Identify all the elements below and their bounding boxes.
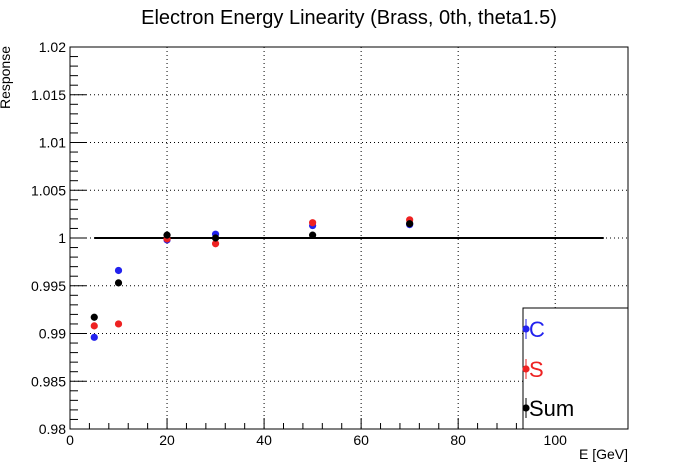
y-axis-label: Response xyxy=(0,46,13,109)
point-c-0 xyxy=(90,333,98,341)
legend-item-c: C xyxy=(522,317,545,342)
y-tick-label-4: 1 xyxy=(58,230,66,246)
legend-marker-c xyxy=(522,325,530,333)
x-tick-labels: 0 20 40 60 80 100 xyxy=(66,432,567,448)
x-axis-label: E [GeV] xyxy=(579,446,628,462)
y-tick-label-5: 1.005 xyxy=(31,182,66,198)
x-tick-label-4: 80 xyxy=(450,432,466,448)
legend-label-s: S xyxy=(529,357,544,382)
point-sum-3 xyxy=(211,234,220,242)
point-s-4 xyxy=(309,219,317,227)
y-tick-label-2: 0.99 xyxy=(39,326,66,342)
y-tick-label-1: 0.985 xyxy=(31,373,66,389)
x-tick-label-0: 0 xyxy=(66,432,74,448)
x-tick-label-5: 100 xyxy=(544,432,568,448)
point-sum-5 xyxy=(406,220,414,228)
point-sum-1 xyxy=(114,279,123,287)
legend: CS Sum xyxy=(522,307,629,430)
legend-item-s: S xyxy=(522,357,544,382)
legend-box xyxy=(522,307,629,430)
x-tick-label-2: 40 xyxy=(256,432,272,448)
axis-ticks xyxy=(69,46,614,430)
data-points xyxy=(90,216,414,341)
y-tick-label-7: 1.015 xyxy=(31,87,66,103)
y-tick-label-3: 0.995 xyxy=(31,278,66,294)
y-tick-label-0: 0.98 xyxy=(39,421,66,437)
x-tick-label-1: 20 xyxy=(159,432,175,448)
legend-marker-s xyxy=(522,365,530,373)
point-sum-2 xyxy=(163,231,171,239)
chart-title: Electron Energy Linearity (Brass, 0th, t… xyxy=(141,7,557,29)
point-s-3 xyxy=(211,240,220,248)
point-s-0 xyxy=(90,322,98,330)
legend-label-c: C xyxy=(529,317,545,342)
legend-marker-sum xyxy=(522,404,530,412)
point-sum-4 xyxy=(309,231,317,239)
x-tick-label-3: 60 xyxy=(353,432,369,448)
legend-item-sum: Sum xyxy=(522,396,574,421)
y-tick-label-8: 1.02 xyxy=(39,39,66,55)
point-sum-0 xyxy=(90,313,98,321)
y-tick-label-6: 1.01 xyxy=(39,135,66,151)
legend-label-sum: Sum xyxy=(529,396,574,421)
y-tick-labels: 0.98 0.985 0.99 0.995 1 1.005 1.01 1.015 1.02 xyxy=(31,39,66,437)
point-s-1 xyxy=(114,320,123,328)
point-c-1 xyxy=(114,266,123,275)
